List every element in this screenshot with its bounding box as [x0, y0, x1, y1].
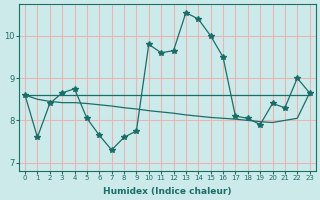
X-axis label: Humidex (Indice chaleur): Humidex (Indice chaleur) [103, 187, 232, 196]
